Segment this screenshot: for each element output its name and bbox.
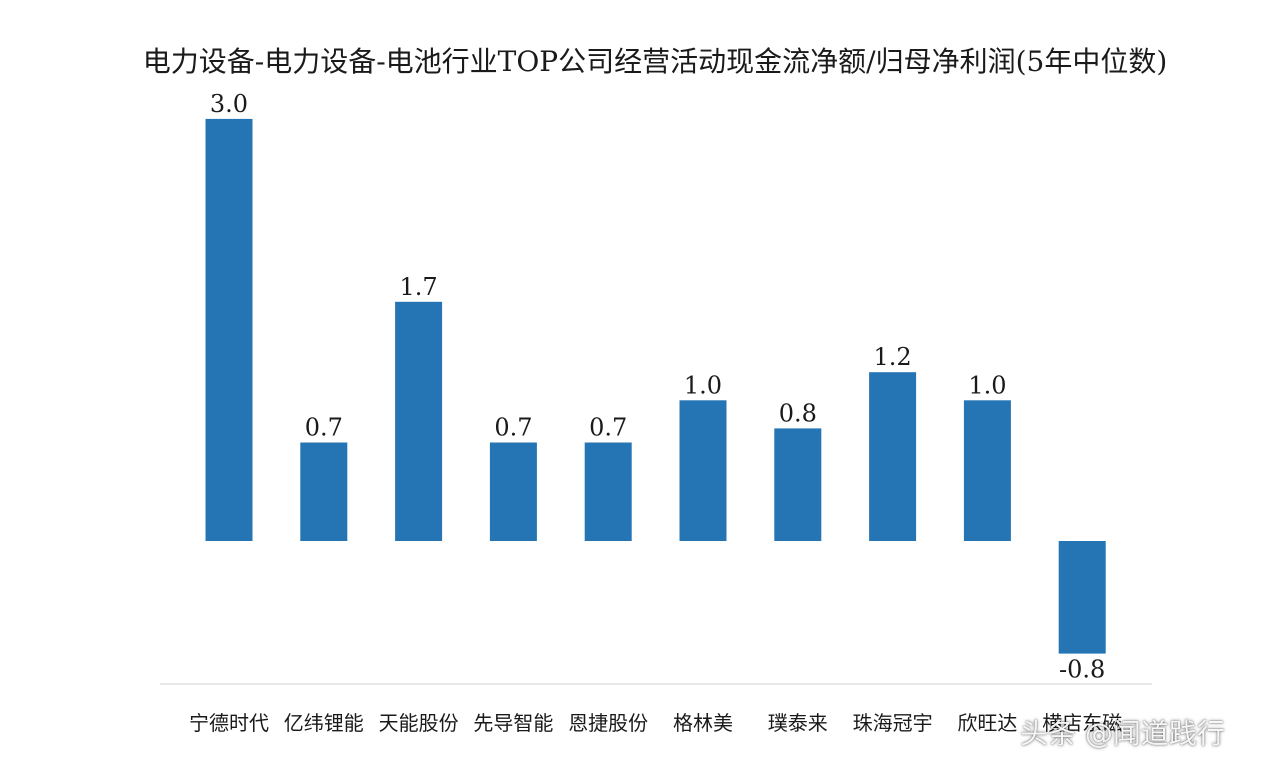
chart-title: 电力设备-电力设备-电池行业TOP公司经营活动现金流净额/归母净利润(5年中位数… xyxy=(142,45,1168,78)
bar-7 xyxy=(774,428,822,541)
category-label-4: 先导智能 xyxy=(473,711,553,735)
category-label-1: 宁德时代 xyxy=(189,711,269,735)
value-label-4: 0.7 xyxy=(494,414,532,442)
value-label-6: 1.0 xyxy=(684,371,722,399)
value-label-10: -0.8 xyxy=(1059,656,1105,684)
value-label-5: 0.7 xyxy=(589,414,627,442)
bar-3 xyxy=(395,301,443,541)
category-label-6: 格林美 xyxy=(673,711,733,735)
bar-8 xyxy=(869,372,917,541)
bar-5 xyxy=(584,442,632,541)
bar-1 xyxy=(205,118,253,542)
bar-2 xyxy=(300,442,348,541)
category-label-2: 亿纬锂能 xyxy=(284,711,364,735)
category-label-7: 璞泰来 xyxy=(768,711,828,735)
value-label-3: 1.7 xyxy=(400,273,438,301)
value-label-7: 0.8 xyxy=(779,399,817,427)
category-labels-group: 宁德时代 亿纬锂能 天能股份 先导智能 恩捷股份 格林美 璞泰来 珠海冠宇 欣旺达 横店东磁 xyxy=(189,711,1122,735)
value-label-2: 0.7 xyxy=(305,414,343,442)
watermark: 头条 @闻道践行 xyxy=(1020,717,1225,750)
bar-4 xyxy=(489,442,537,541)
category-label-10: 横店东磁 xyxy=(1042,711,1122,735)
category-label-9: 欣旺达 xyxy=(957,711,1017,735)
category-label-3: 天能股份 xyxy=(379,711,459,735)
value-label-1: 3.0 xyxy=(210,90,248,118)
value-label-8: 1.2 xyxy=(874,343,912,371)
category-label-5: 恩捷股份 xyxy=(568,711,648,735)
bars-group xyxy=(205,118,1106,654)
value-labels-group: 3.0 0.7 1.7 0.7 0.7 1.0 0.8 1.2 1.0 -0.8 xyxy=(210,90,1105,684)
value-label-9: 1.0 xyxy=(968,371,1006,399)
bar-9 xyxy=(963,400,1011,541)
category-label-8: 珠海冠宇 xyxy=(853,711,933,735)
bar-6 xyxy=(679,400,727,541)
bar-10 xyxy=(1058,541,1106,654)
